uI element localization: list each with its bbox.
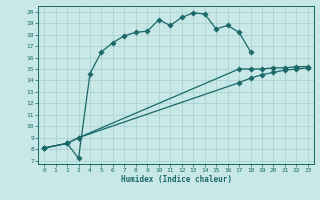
X-axis label: Humidex (Indice chaleur): Humidex (Indice chaleur)	[121, 175, 231, 184]
